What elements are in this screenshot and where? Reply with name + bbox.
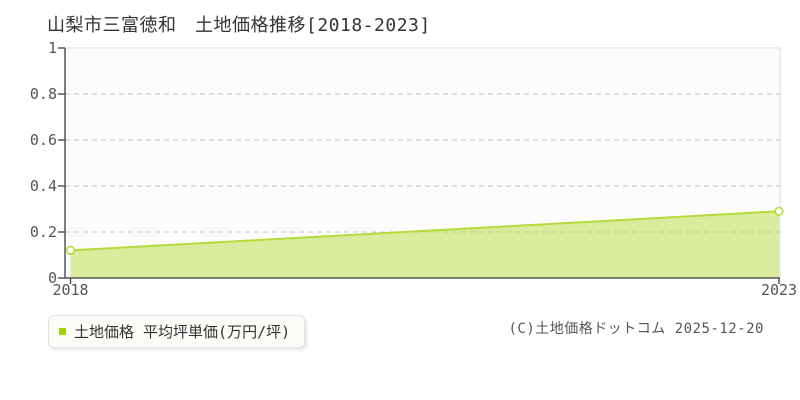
legend-box: 土地価格 平均坪単価(万円/坪) (48, 315, 306, 348)
y-tick-label: 1 (47, 39, 57, 57)
legend-series-swatch-icon (59, 328, 66, 335)
y-tick-label: 0.8 (29, 85, 57, 103)
x-tick-label: 2023 (760, 281, 798, 299)
y-tick-label: 0.4 (29, 177, 57, 195)
y-tick-label: 0.2 (29, 223, 57, 241)
legend-series-label: 土地価格 平均坪単価(万円/坪) (74, 323, 291, 341)
y-tick-label: 0 (47, 269, 57, 287)
x-tick-label: 2018 (52, 281, 89, 299)
y-tick-label: 0.6 (29, 131, 57, 149)
copyright-text: (C)土地価格ドットコム 2025-12-20 (508, 321, 764, 337)
chart-title: 山梨市三富徳和 土地価格推移[2018-2023] (47, 15, 431, 36)
